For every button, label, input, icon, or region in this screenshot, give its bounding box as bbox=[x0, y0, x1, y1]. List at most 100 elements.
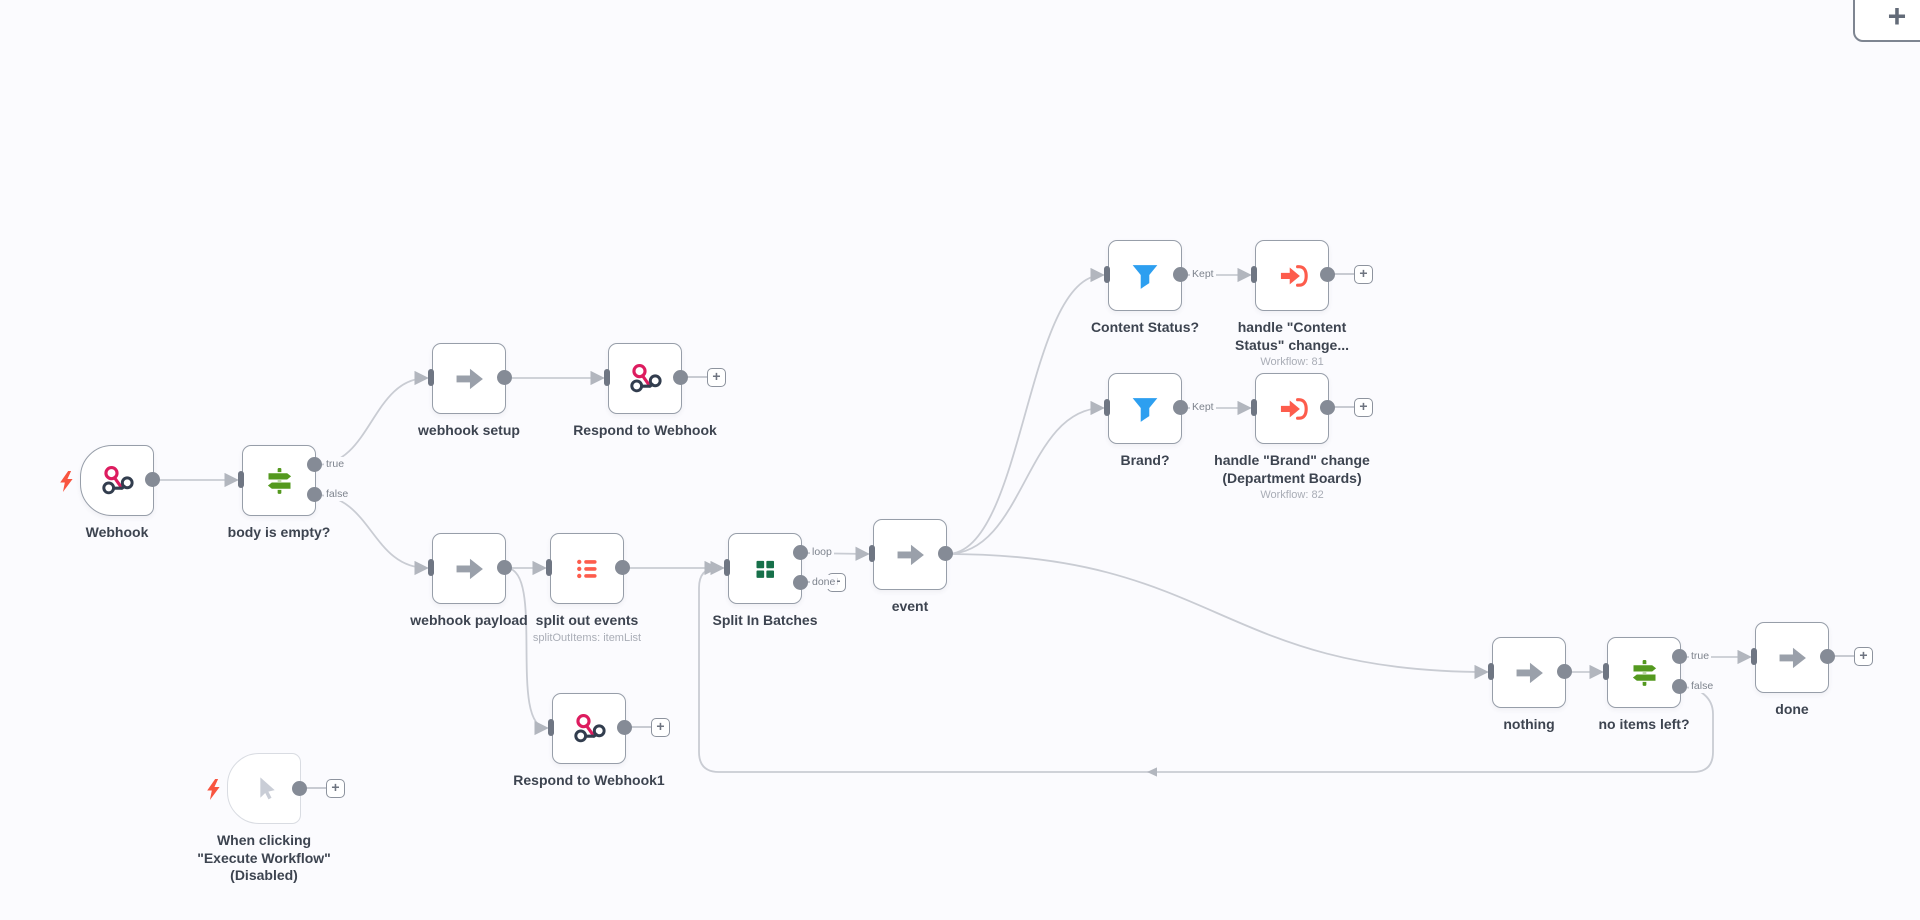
respond-to-webhook1-add-node-plus-button[interactable]: + bbox=[651, 717, 670, 737]
split-in-batches-output-port-0[interactable] bbox=[793, 544, 808, 560]
brand-input-port[interactable] bbox=[1104, 398, 1110, 416]
noop-arrow-icon bbox=[450, 550, 488, 588]
plus-connector-line bbox=[687, 376, 707, 378]
plus-icon: + bbox=[1887, 0, 1907, 34]
node-label-text: Content Status? bbox=[1090, 319, 1200, 335]
webhook-payload-input-port[interactable] bbox=[428, 558, 434, 576]
trigger-lightning-icon bbox=[59, 471, 74, 497]
filter-icon bbox=[1126, 257, 1164, 295]
handle-brand-change-input-port[interactable] bbox=[1251, 398, 1257, 416]
body-is-empty-output-label-true: true bbox=[324, 457, 347, 472]
filter-icon bbox=[1126, 390, 1164, 428]
body-is-empty-output-label-false: false bbox=[324, 487, 351, 502]
edge-no-items-false-loopback-to-batches[interactable] bbox=[698, 560, 1714, 773]
respond-to-webhook-output-port-0[interactable] bbox=[673, 369, 688, 385]
node-webhook-payload[interactable]: webhook payload bbox=[410, 533, 528, 628]
node-label-text: When clicking "Execute Workflow" (Disabl… bbox=[197, 832, 331, 883]
node-label: Brand? bbox=[1060, 452, 1230, 470]
node-done[interactable]: + done bbox=[1751, 622, 1873, 717]
node-label: event bbox=[825, 598, 995, 616]
cursor-icon bbox=[245, 770, 283, 808]
edge-event-to-brand[interactable] bbox=[946, 400, 1105, 555]
node-label: Content Status? bbox=[1060, 319, 1230, 337]
split-out-events-input-port[interactable] bbox=[546, 558, 552, 576]
node-event[interactable]: event bbox=[869, 519, 953, 614]
content-status-input-port[interactable] bbox=[1104, 265, 1110, 283]
plus-connector-line bbox=[1334, 406, 1354, 408]
plus-connector-line bbox=[1334, 273, 1354, 275]
webhook-payload-output-port-0[interactable] bbox=[497, 559, 512, 575]
node-manual-trigger[interactable]: + When clicking "Execute Workflow" (Disab… bbox=[197, 753, 345, 883]
node-brand[interactable]: Kept Brand? bbox=[1104, 373, 1216, 468]
node-webhook-setup[interactable]: webhook setup bbox=[418, 343, 520, 438]
event-output-port-0[interactable] bbox=[938, 545, 953, 561]
node-webhook[interactable]: Webhook bbox=[60, 445, 160, 540]
handle-brand-change-add-node-plus-button[interactable]: + bbox=[1354, 397, 1373, 417]
respond-to-webhook-add-node-plus-button[interactable]: + bbox=[707, 367, 726, 387]
loopback-direction-arrow bbox=[1147, 767, 1157, 777]
no-items-left-output-port-1[interactable] bbox=[1672, 678, 1687, 694]
done-add-node-plus-button[interactable]: + bbox=[1854, 646, 1873, 666]
node-label: Respond to Webhook1 bbox=[504, 772, 674, 790]
node-label-text: nothing bbox=[1503, 716, 1555, 732]
node-sublabel-text: splitOutItems: itemList bbox=[532, 631, 642, 644]
respond-to-webhook1-output-port-0[interactable] bbox=[617, 719, 632, 735]
node-respond-to-webhook1[interactable]: + Respond to Webhook1 bbox=[513, 693, 670, 788]
body-is-empty-output-port-0[interactable] bbox=[307, 456, 322, 472]
respond-to-webhook1-input-port[interactable] bbox=[548, 718, 554, 736]
manual-trigger-output-port-0[interactable] bbox=[292, 780, 307, 796]
nothing-output-port-0[interactable] bbox=[1557, 663, 1572, 679]
node-label-text: body is empty? bbox=[227, 524, 331, 540]
handle-content-status-change-input-port[interactable] bbox=[1251, 265, 1257, 283]
webhook-setup-input-port[interactable] bbox=[428, 368, 434, 386]
edge-event-to-content-status[interactable] bbox=[946, 267, 1105, 555]
add-node-button[interactable]: + bbox=[1853, 0, 1920, 42]
manual-trigger-add-node-plus-button[interactable]: + bbox=[326, 778, 345, 798]
node-no-items-left[interactable]: true false no items left? bbox=[1598, 637, 1716, 732]
split-out-events-output-port-0[interactable] bbox=[615, 559, 630, 575]
brand-output-port-0[interactable] bbox=[1173, 399, 1188, 415]
handle-brand-change-output-port-0[interactable] bbox=[1320, 399, 1335, 415]
noop-arrow-icon bbox=[450, 360, 488, 398]
split-in-batches-output-label-done: done bbox=[810, 575, 838, 590]
node-label: body is empty? bbox=[194, 524, 364, 542]
node-label: no items left? bbox=[1559, 716, 1729, 734]
event-input-port[interactable] bbox=[869, 544, 875, 562]
node-nothing[interactable]: nothing bbox=[1488, 637, 1572, 732]
plus-connector-line bbox=[631, 726, 651, 728]
node-label-text: done bbox=[1775, 701, 1809, 717]
split-in-batches-output-port-1[interactable] bbox=[793, 574, 808, 590]
node-handle-content-status-change[interactable]: + handle "Content Status" change... Workfl… bbox=[1235, 240, 1373, 368]
noop-arrow-icon bbox=[1773, 639, 1811, 677]
done-input-port[interactable] bbox=[1751, 647, 1757, 665]
edge-event-to-nothing[interactable] bbox=[946, 553, 1489, 680]
handle-content-status-change-output-port-0[interactable] bbox=[1320, 266, 1335, 282]
node-handle-brand-change[interactable]: + handle "Brand" change (Department Board… bbox=[1214, 373, 1373, 501]
node-label: webhook payload bbox=[384, 612, 554, 630]
no-items-left-output-port-0[interactable] bbox=[1672, 648, 1687, 664]
execute-workflow-icon bbox=[1273, 257, 1311, 295]
node-body-is-empty[interactable]: true false body is empty? bbox=[228, 445, 351, 540]
edge-webhook-payload-to-respond-to-webhook1[interactable] bbox=[505, 567, 549, 736]
webhook-output-port-0[interactable] bbox=[145, 471, 160, 487]
content-status-output-port-0[interactable] bbox=[1173, 266, 1188, 282]
handle-content-status-change-add-node-plus-button[interactable]: + bbox=[1354, 264, 1373, 284]
respond-webhook-icon bbox=[626, 360, 664, 398]
split-in-batches-input-port[interactable] bbox=[724, 558, 730, 576]
no-items-left-input-port[interactable] bbox=[1603, 662, 1609, 680]
done-output-port-0[interactable] bbox=[1820, 648, 1835, 664]
node-content-status[interactable]: Kept Content Status? bbox=[1091, 240, 1216, 335]
node-split-out-events[interactable]: split out events splitOutItems: itemList bbox=[533, 533, 641, 644]
webhook-setup-output-port-0[interactable] bbox=[497, 369, 512, 385]
execute-workflow-icon bbox=[1273, 390, 1311, 428]
body-is-empty-output-port-1[interactable] bbox=[307, 486, 322, 502]
body-is-empty-input-port[interactable] bbox=[238, 470, 244, 488]
node-label: Split In Batches bbox=[680, 612, 850, 630]
nothing-input-port[interactable] bbox=[1488, 662, 1494, 680]
node-respond-to-webhook[interactable]: + Respond to Webhook bbox=[573, 343, 726, 438]
respond-to-webhook-input-port[interactable] bbox=[604, 368, 610, 386]
noop-arrow-icon bbox=[1510, 654, 1548, 692]
node-label-text: handle "Content Status" change... bbox=[1235, 319, 1349, 353]
